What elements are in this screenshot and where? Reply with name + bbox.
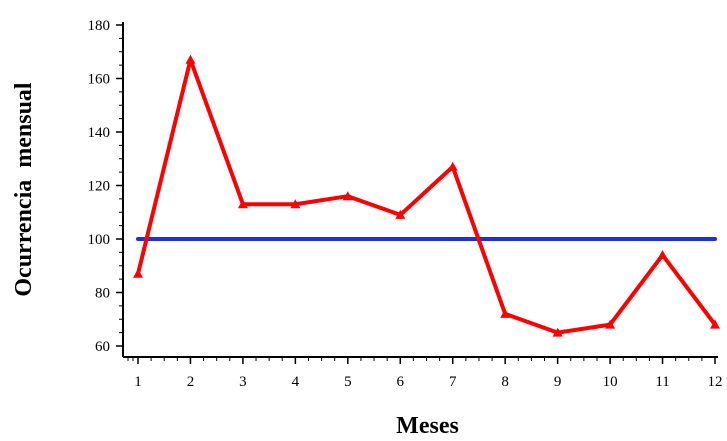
data-point-marker [185, 54, 196, 64]
y-axis-ticks: 60 80 100 120 140 160 180 [88, 18, 123, 355]
y-axis-title: Ocurrencia mensual [11, 82, 37, 297]
data-point-marker [552, 327, 563, 337]
x-tick-label: 9 [554, 374, 562, 390]
series-1 [133, 54, 720, 337]
y-tick-label: 120 [88, 179, 111, 195]
y-tick-label: 100 [88, 232, 111, 248]
x-tick-label: 12 [708, 374, 723, 390]
series-layer [133, 54, 720, 337]
data-point-marker [605, 319, 616, 329]
x-tick-label: 10 [603, 374, 618, 390]
x-tick-label: 11 [655, 374, 669, 390]
data-point-marker [710, 319, 720, 329]
x-tick-label: 8 [501, 374, 509, 390]
data-point-marker [290, 199, 301, 209]
data-point-marker [657, 250, 668, 260]
x-tick-label: 1 [134, 374, 142, 390]
y-tick-label: 160 [88, 72, 111, 88]
data-point-marker [500, 308, 511, 318]
x-axis-title: Meses [396, 413, 459, 439]
x-tick-label: 3 [239, 374, 247, 390]
x-tick-label: 4 [292, 374, 300, 390]
y-tick-label: 140 [88, 125, 111, 141]
data-point-marker [133, 268, 143, 278]
data-point-marker [447, 161, 458, 171]
series-line [136, 57, 717, 335]
axes [122, 22, 718, 358]
x-axis-ticks: 1 2 3 4 5 6 7 8 9 10 11 12 [127, 357, 723, 390]
data-point-marker [342, 191, 353, 201]
x-tick-label: 5 [344, 374, 352, 390]
data-point-marker [237, 199, 248, 209]
x-tick-label: 2 [187, 374, 195, 390]
x-tick-label: 6 [397, 374, 405, 390]
y-tick-label: 60 [95, 339, 110, 355]
data-point-marker [395, 209, 406, 219]
y-tick-label: 180 [88, 18, 111, 34]
x-tick-label: 7 [449, 374, 457, 390]
y-tick-label: 80 [95, 286, 110, 302]
